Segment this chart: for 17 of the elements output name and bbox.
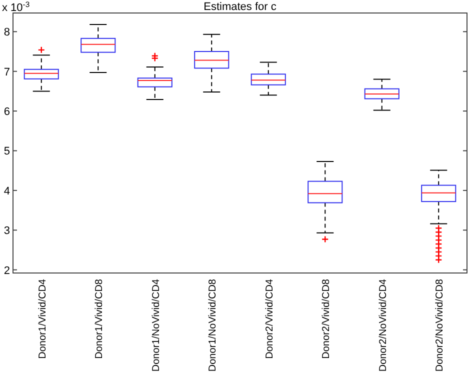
x-tick-label: Donor2/NoVivid/CD8 [434, 278, 446, 372]
x-tick-label: Donor1/NoVivid/CD4 [150, 278, 162, 372]
y-tick-label: 2 [4, 264, 10, 277]
chart-title: Estimates for c [204, 1, 277, 13]
y-tick-label: 8 [4, 26, 10, 39]
x-tick-label: Donor2/Vivid/CD4 [264, 278, 276, 359]
y-tick-label: 3 [4, 225, 10, 238]
y-tick-label: 5 [4, 146, 10, 158]
y-tick-label: 6 [4, 106, 10, 118]
y-tick-label: 4 [4, 185, 10, 198]
y-tick-label: 7 [4, 66, 10, 78]
x-tick-label: Donor1/Vivid/CD8 [94, 278, 106, 359]
x-tick-label: Donor1/Vivid/CD4 [37, 278, 48, 359]
x-tick-label: Donor2/NoVivid/CD4 [378, 278, 389, 372]
annotation: x 10$^{-3}$ [2, 0, 30, 14]
x-tick-label: Donor2/Vivid/CD8 [321, 278, 332, 359]
x-tick-label: Donor1/NoVivid/CD8 [208, 278, 219, 372]
